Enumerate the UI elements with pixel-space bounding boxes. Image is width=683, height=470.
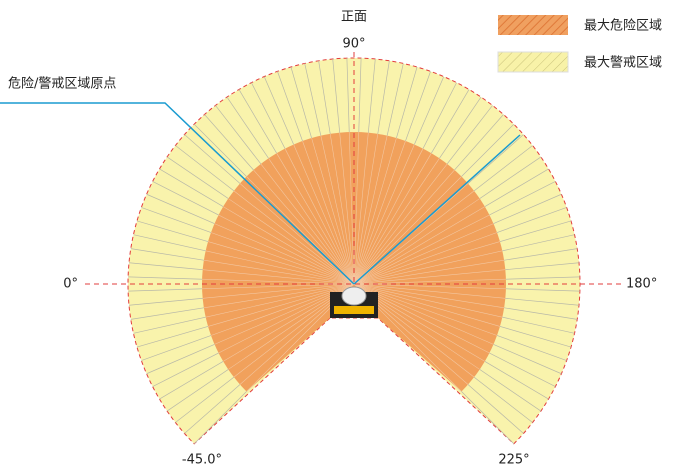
fan-line: [233, 190, 355, 285]
fan-line: [353, 198, 480, 285]
fan-line: [353, 158, 440, 285]
fan-line: [353, 269, 506, 285]
angle-label: 180°: [626, 277, 657, 292]
fan-line: [353, 176, 462, 285]
fan-line: [353, 250, 503, 285]
fan-line: [293, 144, 355, 285]
fan-line: [353, 169, 455, 285]
fan-line: [353, 283, 503, 318]
fan-line: [228, 198, 355, 285]
fan-line: [353, 283, 501, 327]
angle-label: 90°: [342, 37, 365, 52]
sensor: [330, 286, 378, 318]
fan-line: [311, 137, 355, 285]
fan-line: [353, 135, 388, 285]
callout-line: [0, 102, 355, 285]
fan-line: [353, 206, 485, 285]
fan-line: [207, 283, 355, 327]
fan-line: [202, 283, 355, 299]
fan-line: [353, 283, 506, 299]
fan-line: [353, 133, 379, 285]
fan-line: [202, 269, 355, 285]
fan-line: [353, 132, 360, 285]
fan-line: [353, 232, 498, 285]
fan-line: [207, 241, 355, 285]
direction-line: [353, 134, 521, 285]
angle-label: 225°: [498, 453, 529, 468]
fan-line: [260, 163, 355, 285]
fan-line: [302, 140, 355, 285]
fan-line: [353, 241, 501, 285]
fan-line: [205, 283, 355, 318]
fan-line: [353, 132, 369, 285]
fan-line: [353, 214, 490, 285]
fan-line: [202, 278, 355, 285]
angle-label: 0°: [63, 277, 78, 292]
fan-line: [329, 133, 355, 285]
fan-line: [223, 206, 355, 285]
fan-line: [353, 163, 448, 285]
fan-line: [218, 214, 355, 285]
legend-swatch: [498, 15, 568, 35]
callout-label: 危险/警戒区域原点: [8, 76, 116, 92]
fan-line: [353, 283, 506, 290]
angle-label: -45.0°: [182, 453, 222, 468]
fan-line: [353, 283, 505, 309]
fan-line: [202, 283, 355, 290]
fan-line: [203, 259, 355, 285]
fan-line: [339, 132, 355, 285]
fan-line: [284, 148, 355, 285]
fan-line: [353, 190, 475, 285]
fan-line: [203, 283, 355, 309]
legend-label: 最大警戒区域: [584, 55, 662, 71]
fan-line: [268, 158, 355, 285]
fan-line: [210, 232, 355, 285]
fan-line: [353, 137, 397, 285]
fan-line: [353, 153, 432, 285]
fan-line: [353, 148, 424, 285]
fan-line: [353, 140, 406, 285]
fan-line: [205, 250, 355, 285]
fan-lines-inner: [202, 132, 506, 392]
fan-line: [353, 144, 415, 285]
fan-line: [353, 259, 505, 285]
fan-line: [353, 278, 506, 285]
fan-line: [214, 223, 355, 285]
fan-line: [253, 169, 355, 285]
fan-line: [353, 223, 494, 285]
front-label: 正面: [341, 10, 367, 25]
fan-line: [239, 183, 355, 285]
fan-line: [348, 132, 355, 285]
legend-swatch: [497, 51, 569, 73]
legend-label: 最大危险区域: [584, 19, 662, 34]
fan-line: [320, 135, 355, 285]
fan-line: [276, 153, 355, 285]
